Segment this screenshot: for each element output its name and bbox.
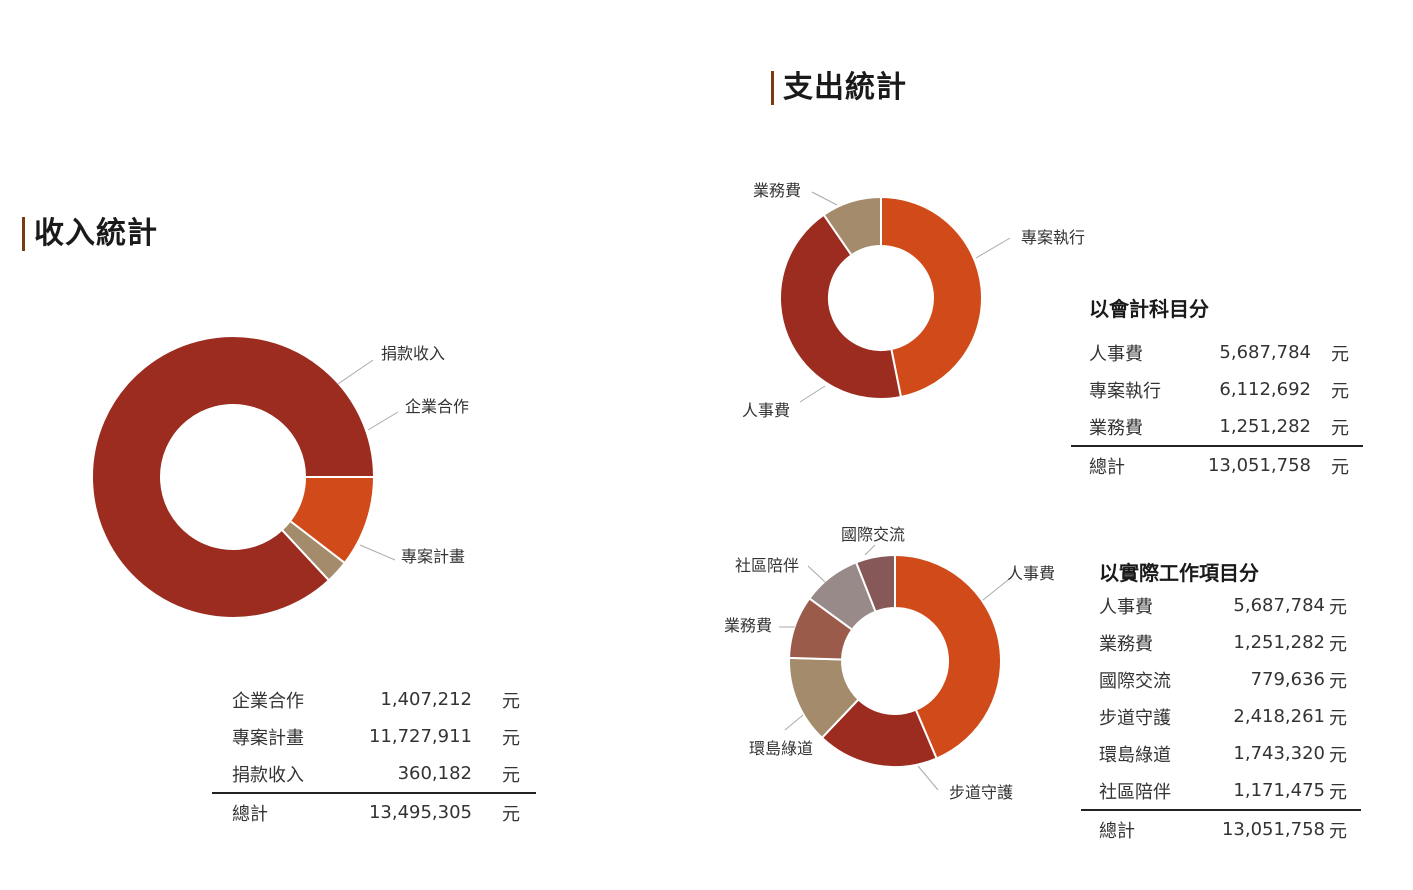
row-label: 環島綠道 — [1099, 744, 1171, 766]
label-intl-exchange: 國際交流 — [841, 525, 905, 544]
expense-account-table: 人事費 5,687,784 元 專案執行 6,112,692 元 業務費 1,2… — [1071, 334, 1363, 484]
total-label: 總計 — [212, 792, 330, 831]
row-value: 1,251,282 — [1233, 632, 1325, 653]
row-unit: 元 — [1331, 417, 1349, 439]
row-label: 專案計畫 — [232, 727, 304, 749]
table-row: 業務費 1,251,282 元 — [1081, 624, 1361, 661]
table-row: 人事費 5,687,784 元 — [1081, 587, 1361, 624]
income-table: 企業合作 1,407,212 元 專案計畫 11,727,911 元 捐款收入 … — [212, 681, 536, 831]
table-row: 人事費 5,687,784 元 — [1071, 334, 1363, 371]
row-label: 人事費 — [1099, 596, 1153, 618]
label-personnel: 人事費 — [742, 401, 790, 420]
table-row: 業務費 1,251,282 元 — [1071, 408, 1363, 446]
row-value: 779,636 — [1250, 669, 1325, 690]
total-unit: 元 — [472, 792, 536, 831]
total-label: 總計 — [1081, 809, 1197, 848]
expense-account-donut-chart — [778, 195, 983, 400]
row-label: 業務費 — [1099, 633, 1153, 655]
row-value: 1,407,212 — [380, 689, 472, 710]
label-trail: 步道守護 — [949, 783, 1013, 802]
total-value: 13,051,758 — [1197, 809, 1325, 848]
total-unit: 元 — [1311, 445, 1363, 484]
row-unit: 元 — [1329, 596, 1347, 618]
table-row: 專案執行 6,112,692 元 — [1071, 371, 1363, 408]
label-project-plan: 專案計畫 — [401, 547, 465, 566]
row-value: 5,687,784 — [1233, 595, 1325, 616]
total-unit: 元 — [1325, 809, 1361, 848]
total-value: 13,495,305 — [330, 792, 472, 831]
total-row: 總計 13,051,758 元 — [1081, 809, 1361, 848]
row-unit: 元 — [1329, 670, 1347, 692]
row-value: 1,171,475 — [1233, 780, 1325, 801]
table-row: 社區陪伴 1,171,475 元 — [1081, 772, 1361, 810]
row-unit: 元 — [1329, 744, 1347, 766]
row-label: 業務費 — [1089, 417, 1143, 439]
row-label: 步道守護 — [1099, 707, 1171, 729]
label-donation: 捐款收入 — [381, 344, 445, 363]
row-unit: 元 — [502, 764, 520, 786]
row-unit: 元 — [1331, 380, 1349, 402]
by-work-title: 以實際工作項目分 — [1099, 561, 1259, 585]
total-label: 總計 — [1071, 445, 1187, 484]
row-label: 專案執行 — [1089, 380, 1161, 402]
row-unit: 元 — [1329, 781, 1347, 803]
row-unit: 元 — [502, 690, 520, 712]
label-business-fee-2: 業務費 — [724, 616, 772, 635]
row-unit: 元 — [1329, 633, 1347, 655]
row-label: 企業合作 — [232, 690, 304, 712]
donut-slice-2-0 — [894, 553, 1002, 760]
expense-work-donut-chart — [788, 553, 1002, 768]
label-personnel-2: 人事費 — [1007, 564, 1055, 583]
row-unit: 元 — [502, 727, 520, 749]
expense-work-table: 人事費 5,687,784 元 業務費 1,251,282 元 國際交流 779… — [1081, 587, 1361, 848]
row-unit: 元 — [1329, 707, 1347, 729]
row-value: 1,251,282 — [1219, 416, 1311, 437]
donut-slice-1-2 — [822, 195, 882, 257]
income-donut-chart — [91, 335, 376, 619]
table-row: 捐款收入 360,182 元 — [212, 755, 536, 793]
total-row: 總計 13,495,305 元 — [212, 792, 536, 831]
leader-lines — [337, 191, 1011, 791]
table-row: 步道守護 2,418,261 元 — [1081, 698, 1361, 735]
total-value: 13,051,758 — [1187, 445, 1311, 484]
label-corporate: 企業合作 — [405, 397, 469, 416]
row-unit: 元 — [1331, 343, 1349, 365]
donut-slice-0-0 — [91, 335, 376, 619]
row-label: 國際交流 — [1099, 670, 1171, 692]
expense-section-title: 支出統計 — [771, 70, 907, 106]
donut-slice-1-1 — [778, 213, 903, 400]
row-value: 1,743,320 — [1233, 743, 1325, 764]
row-label: 捐款收入 — [232, 764, 304, 786]
row-value: 360,182 — [397, 763, 472, 784]
row-value: 5,687,784 — [1219, 342, 1311, 363]
donut-slice-0-2 — [288, 476, 376, 565]
row-label: 人事費 — [1089, 343, 1143, 365]
label-business-fee: 業務費 — [753, 181, 801, 200]
income-section-title: 收入統計 — [22, 216, 158, 252]
row-value: 2,418,261 — [1233, 706, 1325, 727]
table-row: 企業合作 1,407,212 元 — [212, 681, 536, 718]
table-row: 國際交流 779,636 元 — [1081, 661, 1361, 698]
total-row: 總計 13,051,758 元 — [1071, 445, 1363, 484]
label-community: 社區陪伴 — [735, 556, 799, 575]
table-row: 專案計畫 11,727,911 元 — [212, 718, 536, 755]
table-row: 環島綠道 1,743,320 元 — [1081, 735, 1361, 772]
row-label: 社區陪伴 — [1099, 781, 1171, 803]
label-greenway: 環島綠道 — [749, 739, 813, 758]
donut-slice-1-0 — [880, 195, 983, 399]
by-account-title: 以會計科目分 — [1089, 297, 1209, 321]
donut-slice-2-5 — [854, 553, 896, 613]
row-value: 11,727,911 — [368, 726, 472, 747]
label-project-exec: 專案執行 — [1021, 228, 1085, 247]
row-value: 6,112,692 — [1219, 379, 1311, 400]
